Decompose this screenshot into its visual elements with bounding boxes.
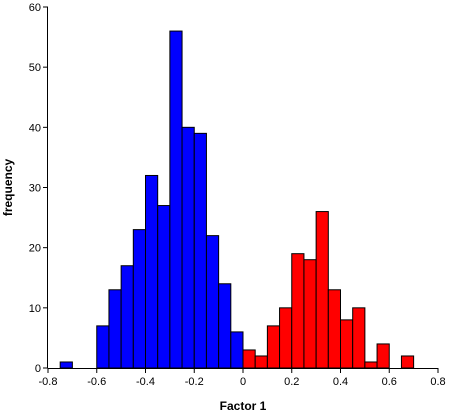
x-tick-label: 0.2 <box>284 376 299 388</box>
histogram-bar-series0-11 <box>218 283 232 369</box>
histogram-bar-series1-11 <box>376 343 390 369</box>
histogram-bar-series0-6 <box>157 205 171 369</box>
y-tick-label: 60 <box>29 2 41 14</box>
y-ticks: 0 10 20 30 40 50 60 <box>29 2 48 375</box>
histogram-bar-series1-12 <box>400 355 415 369</box>
histogram-bar-series1-3 <box>279 307 293 369</box>
histogram-bar-series0-4 <box>132 229 146 369</box>
y-tick-label: 20 <box>29 243 41 255</box>
histogram-bar-series1-7 <box>327 289 341 369</box>
x-tick-label: -0.8 <box>39 376 58 388</box>
histogram-bar-series0-12 <box>230 331 244 369</box>
y-tick-label: 10 <box>29 303 41 315</box>
x-tick-label: -0.4 <box>136 376 155 388</box>
y-tick-label: 30 <box>29 183 41 195</box>
histogram-bar-series1-1 <box>254 355 268 369</box>
histogram-bar-series1-6 <box>315 211 329 369</box>
x-tick-label: 0.4 <box>333 376 348 388</box>
histogram-bar-series0-5 <box>145 174 159 369</box>
histogram-bar-series1-4 <box>291 253 305 369</box>
histogram-bar-series0-10 <box>205 235 220 369</box>
x-ticks: -0.8 -0.6 -0.4 -0.2 0 0.2 0.4 0.6 0.8 <box>39 368 446 388</box>
histogram-bar-series0-1 <box>96 325 110 369</box>
histogram-bar-series1-2 <box>266 325 281 369</box>
y-tick-label: 40 <box>29 122 41 134</box>
x-tick-label: -0.6 <box>87 376 106 388</box>
histogram-bar-series1-5 <box>303 259 317 369</box>
y-axis-title: frequency <box>1 159 15 217</box>
axes-layer <box>47 7 438 369</box>
bars-layer <box>59 30 415 369</box>
histogram-bar-series0-2 <box>108 289 122 369</box>
x-tick-label: 0.6 <box>382 376 397 388</box>
x-tick-label: -0.2 <box>185 376 204 388</box>
histogram-bar-series0-9 <box>193 132 207 369</box>
histogram-bar-series0-0 <box>59 361 73 369</box>
x-axis-title: Factor 1 <box>220 399 267 413</box>
y-tick-label: 50 <box>29 62 41 74</box>
histogram-bar-series0-3 <box>120 265 134 369</box>
histogram-bar-series1-9 <box>352 307 366 369</box>
x-tick-label: 0.8 <box>430 376 445 388</box>
histogram-bar-series1-0 <box>242 349 256 369</box>
x-tick-label: 0 <box>240 376 246 388</box>
histogram-bar-series1-10 <box>364 361 378 369</box>
histogram-bar-series1-8 <box>340 319 354 369</box>
y-tick-label: 0 <box>35 363 41 375</box>
histogram-bar-series0-8 <box>181 126 195 369</box>
histogram-bar-series0-7 <box>169 30 183 369</box>
